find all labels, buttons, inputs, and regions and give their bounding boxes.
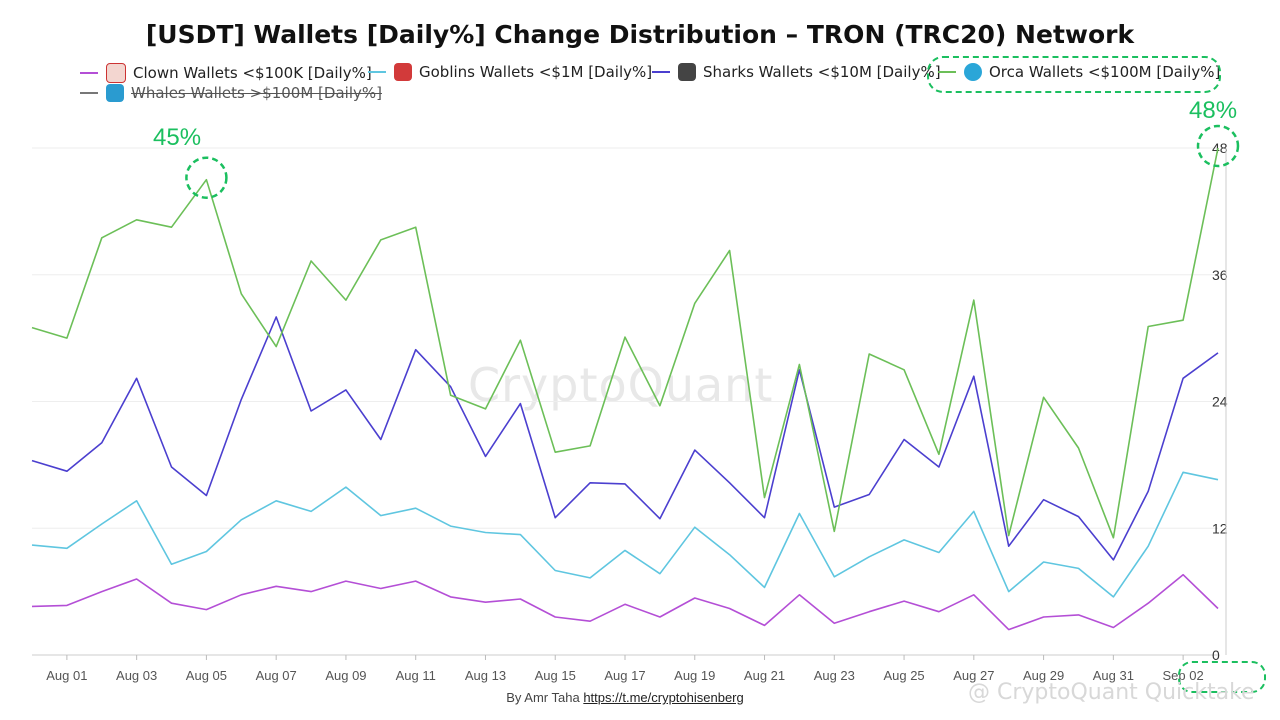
x-tick-label: Aug 29 xyxy=(1023,668,1064,683)
series-line-1[interactable] xyxy=(31,471,1219,598)
x-tick-label: Sep 02 xyxy=(1163,668,1204,683)
x-tick-label: Aug 17 xyxy=(604,668,645,683)
series-line-3[interactable] xyxy=(31,147,1219,539)
y-tick-label: 48 xyxy=(1212,140,1228,156)
legend-label: Goblins Wallets <$1M [Daily%] xyxy=(419,63,653,81)
y-tick-label: 36 xyxy=(1212,267,1228,283)
sep-tick-highlight xyxy=(1178,661,1266,693)
legend-swatch xyxy=(652,71,670,73)
y-tick-label: 12 xyxy=(1212,520,1228,536)
goblin-icon xyxy=(394,63,412,81)
chart-title: [USDT] Wallets [Daily%] Change Distribut… xyxy=(145,20,1135,49)
legend-swatch xyxy=(80,92,98,94)
x-tick-label: Aug 09 xyxy=(325,668,366,683)
peak-highlight-circle xyxy=(185,156,228,199)
annotation-orca-latest: 48% xyxy=(1189,97,1238,124)
x-tick-label: Aug 15 xyxy=(535,668,576,683)
x-tick-label: Aug 21 xyxy=(744,668,785,683)
y-tick-label: 0 xyxy=(1212,647,1220,663)
credit-link[interactable]: https://t.me/cryptohisenberg xyxy=(583,690,744,705)
x-tick-label: Aug 05 xyxy=(186,668,227,683)
latest-highlight-circle xyxy=(1196,124,1240,168)
x-tick-label: Aug 23 xyxy=(814,668,855,683)
x-tick-label: Aug 25 xyxy=(883,668,924,683)
shark-icon xyxy=(678,63,696,81)
x-tick-label: Aug 11 xyxy=(396,668,436,683)
credit: By Amr Taha https://t.me/cryptohisenberg xyxy=(0,690,1250,705)
whale-icon xyxy=(106,84,124,102)
watermark: CryptoQuant xyxy=(468,358,774,412)
x-tick-label: Aug 27 xyxy=(953,668,994,683)
annotation-orca-peak: 45% xyxy=(153,124,202,151)
x-tick-label: Aug 13 xyxy=(465,668,506,683)
orca-legend-highlight xyxy=(927,56,1221,93)
legend-label: Whales Wallets >$100M [Daily%] xyxy=(131,84,382,102)
legend-label: Clown Wallets <$100K [Daily%] xyxy=(133,64,372,82)
y-tick-label: 24 xyxy=(1212,394,1228,410)
legend-item-goblins[interactable]: Goblins Wallets <$1M [Daily%] xyxy=(368,63,652,81)
legend-item-whales[interactable]: Whales Wallets >$100M [Daily%] xyxy=(80,84,382,102)
x-tick-label: Aug 07 xyxy=(256,668,297,683)
quicktake-watermark: @ CryptoQuant Quicktake xyxy=(968,680,1255,705)
legend-item-orca[interactable]: Orca Wallets <$100M [Daily%] xyxy=(938,63,1220,81)
clown-icon xyxy=(106,63,126,83)
series-line-0[interactable] xyxy=(31,573,1219,631)
legend-item-sharks[interactable]: Sharks Wallets <$10M [Daily%] xyxy=(652,63,941,81)
x-tick-label: Aug 01 xyxy=(46,668,87,683)
x-tick-label: Aug 19 xyxy=(674,668,715,683)
legend-swatch xyxy=(80,72,98,74)
legend-label: Sharks Wallets <$10M [Daily%] xyxy=(703,63,941,81)
x-tick-label: Aug 03 xyxy=(116,668,157,683)
series-line-2[interactable] xyxy=(31,316,1219,561)
legend-label: Orca Wallets <$100M [Daily%] xyxy=(989,63,1221,81)
x-tick-label: Aug 31 xyxy=(1093,668,1134,683)
legend-swatch xyxy=(938,71,956,73)
orca-icon xyxy=(964,63,982,81)
credit-prefix: By Amr Taha xyxy=(506,690,580,705)
legend-swatch xyxy=(368,71,386,73)
legend-item-clown[interactable]: Clown Wallets <$100K [Daily%] xyxy=(80,63,372,83)
